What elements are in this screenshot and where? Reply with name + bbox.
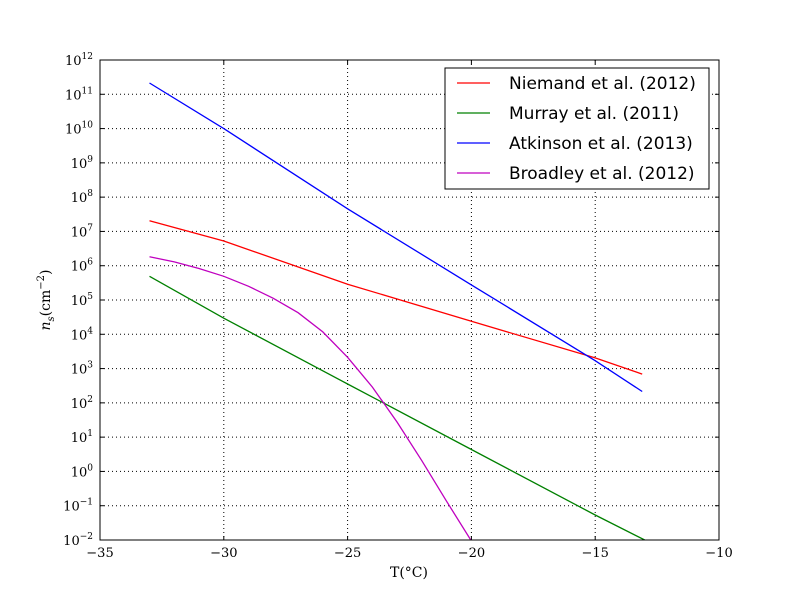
y-tick-label: 101 [71,429,93,446]
y-tick-labels: 10−2 10−1 100 101 102 103 104 105 106 107 108 109 10… [63,52,93,549]
x-tick-label: −30 [210,546,237,561]
y-tick-label: 1010 [65,121,93,138]
y-tick-label: 105 [71,292,94,309]
legend: Niemand et al. (2012) Murray et al. (2011… [444,67,710,190]
y-tick-label: 109 [71,155,94,172]
series-line-murray [149,275,645,540]
y-tick-label: 108 [71,189,94,206]
legend-label: Niemand et al. (2012) [509,74,696,94]
legend-label: Murray et al. (2011) [509,104,679,124]
x-tick-label: −10 [705,546,732,561]
y-tick-label: 100 [71,463,94,480]
series-line-broadley [149,256,472,540]
y-axis-label: ns(cm−2) [36,270,57,331]
y-tick-label: 107 [71,223,94,240]
series-line-atkinson [149,82,643,393]
y-tick-label: 1012 [65,52,93,69]
x-axis-label: T(°C) [390,565,428,581]
x-tick-label: −25 [334,546,361,561]
series-line-niemand [149,220,643,375]
legend-label: Broadley et al. (2012) [509,164,695,184]
legend-box [444,67,710,190]
y-tick-label: 102 [71,395,93,412]
x-tick-labels: −35 −30 −25 −20 −15 −10 [86,546,732,561]
x-tick-label: −15 [581,546,608,561]
x-tick-label: −20 [458,546,485,561]
ticks [99,59,720,541]
legend-label: Atkinson et al. (2013) [509,134,693,154]
y-tick-label: 1011 [65,86,93,103]
series-lines [149,82,645,540]
y-tick-label: 10−1 [63,498,93,515]
y-tick-label: 10−2 [63,532,93,549]
y-tick-label: 103 [71,361,94,378]
y-tick-label: 106 [71,258,94,275]
x-tick-label: −35 [86,546,113,561]
y-tick-label: 104 [71,326,94,343]
